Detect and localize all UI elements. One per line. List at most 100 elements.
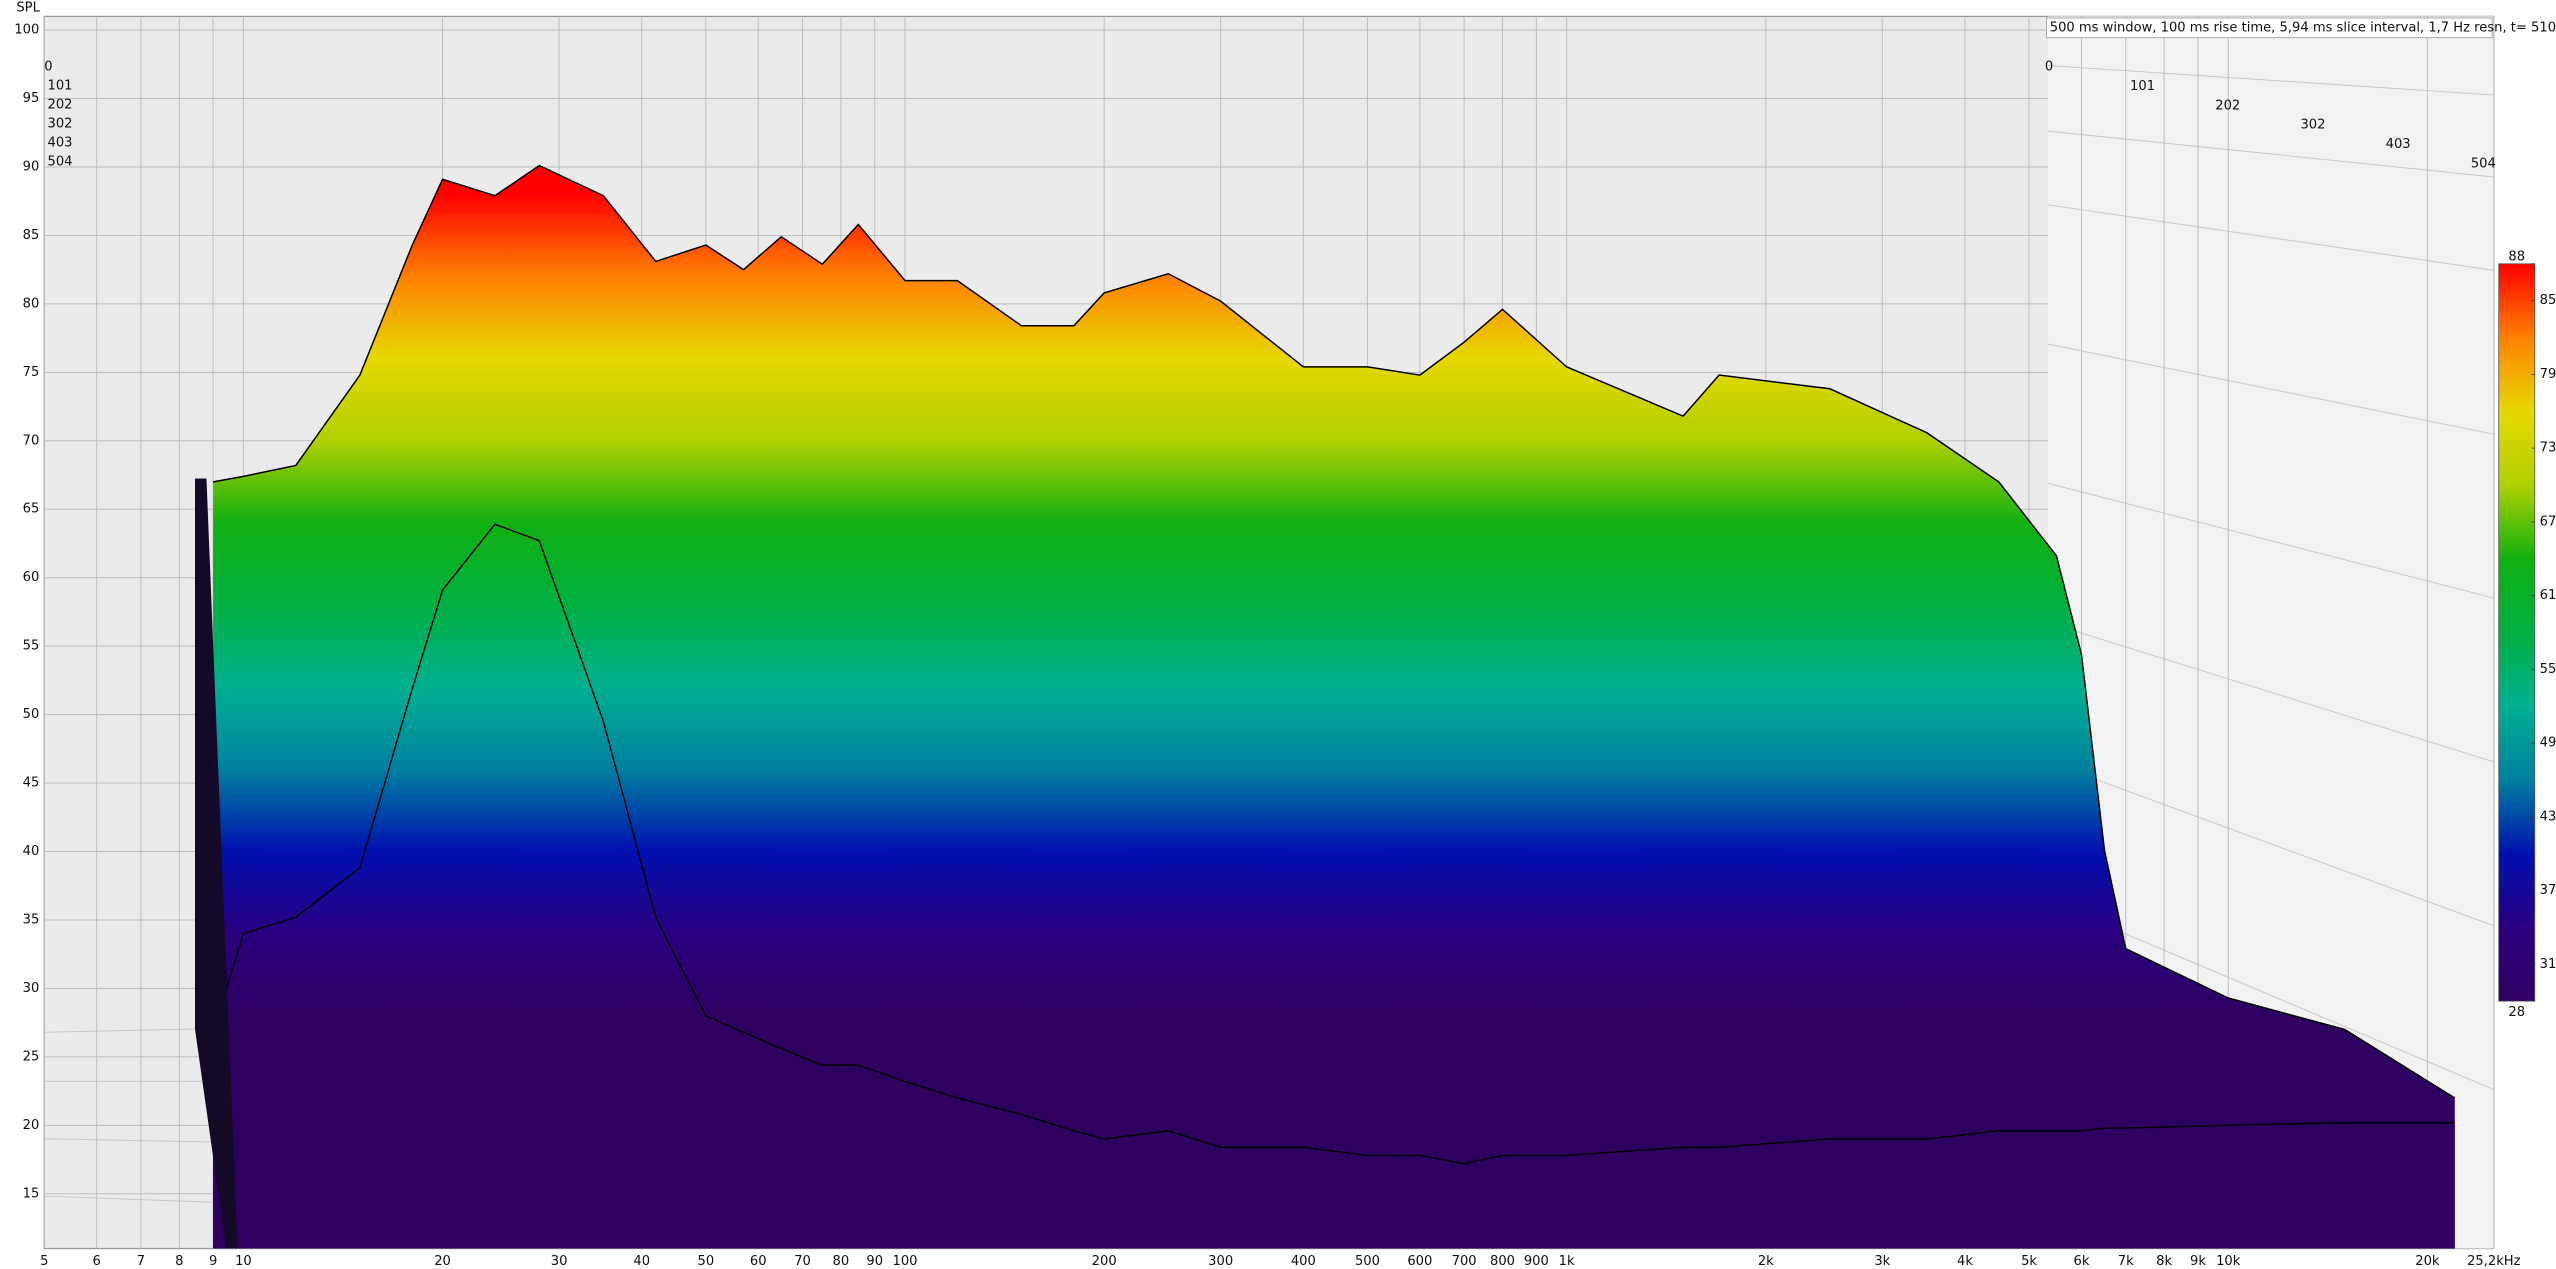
side-wall: [2048, 16, 2494, 1249]
y-tick-label: 80: [23, 296, 40, 311]
colorbar-tick-label: 49: [2540, 736, 2556, 751]
deco-line: [2048, 65, 2494, 96]
x-tick-label: 8: [175, 1254, 183, 1269]
time-tick-label: 504: [48, 155, 73, 170]
x-tick-label: 5: [40, 1254, 48, 1269]
info-box: [2046, 17, 2493, 39]
colorbar-tick-label: 61: [2540, 588, 2556, 603]
deco-line: [44, 1028, 197, 1033]
y-axis-label: SPL: [16, 1, 40, 16]
time-tick-label: 0: [44, 60, 52, 75]
y-tick-label: 75: [23, 365, 40, 380]
y-tick-label: 55: [23, 639, 40, 654]
time-tick-label: 202: [48, 98, 73, 113]
colorbar-tick-label: 55: [2540, 662, 2556, 677]
x-tick-label: 10k: [2216, 1254, 2241, 1269]
x-tick-label: 800: [1490, 1254, 1515, 1269]
x-tick-label: 80: [833, 1254, 850, 1269]
y-tick-label: 65: [23, 502, 40, 517]
y-tick-label: 35: [23, 912, 40, 927]
time-tick-label: 302: [2300, 118, 2325, 133]
surface: [212, 164, 2456, 1249]
y-tick-label: 15: [23, 1186, 40, 1201]
colorbar-tick-label: 88: [2508, 250, 2525, 265]
y-tick-label: 45: [23, 776, 40, 791]
x-tick-label: 3k: [1874, 1254, 1890, 1269]
x-tick-label: 1k: [1559, 1254, 1575, 1269]
colorbar: 28 31 37 43 49 55 61 67 73 79 85 88: [2498, 250, 2556, 1020]
surface-slice: [213, 165, 2455, 1249]
x-tick-label: 20k: [2415, 1254, 2440, 1269]
time-tick-label: 302: [48, 117, 73, 132]
y-tick-label: 30: [23, 981, 40, 996]
colorbar-tick-label: 28: [2508, 1005, 2525, 1020]
x-tick-label: 6k: [2073, 1254, 2089, 1269]
time-tick-label: 202: [2215, 98, 2240, 113]
x-tick-label: 2k: [1758, 1254, 1774, 1269]
y-tick-label: 50: [23, 707, 40, 722]
x-tick-label: 8k: [2156, 1254, 2172, 1269]
colorbar-tick-label: 79: [2540, 367, 2556, 382]
x-tick-label: 200: [1092, 1254, 1117, 1269]
slice-line: [212, 164, 2456, 1099]
x-tick-label: 25,2kHz: [2467, 1254, 2521, 1269]
colorbar-scale: [2498, 263, 2536, 1002]
colorbar-tick-label: 37: [2540, 883, 2556, 898]
surface-slice: [213, 524, 2455, 1249]
info-text: 500 ms window, 100 ms rise time, 5,94 ms…: [2050, 20, 2556, 35]
colorbar-tick-label: 43: [2540, 809, 2556, 824]
x-tick-label: 20: [434, 1254, 451, 1269]
deco-line: [2047, 622, 2494, 763]
colorbar-tick-label: 85: [2540, 293, 2556, 308]
time-tick-label: 403: [48, 136, 73, 151]
x-tick-label: 100: [893, 1254, 918, 1269]
x-tick-label: 700: [1452, 1254, 1477, 1269]
x-tick-label: 500: [1355, 1254, 1380, 1269]
slice-line: [212, 523, 2455, 1165]
colorbar-tick-label: 31: [2540, 957, 2556, 972]
perspective-lines: [44, 65, 2494, 1204]
y-tick-label: 40: [23, 844, 40, 859]
x-tick-label: 9k: [2190, 1254, 2206, 1269]
y-tick-label: 60: [23, 570, 40, 585]
x-tick-label: 6: [92, 1254, 100, 1269]
deco-line: [44, 1138, 214, 1143]
x-tick-label: 10: [235, 1254, 252, 1269]
surface-edge: [194, 478, 238, 1249]
deco-line: [2048, 482, 2494, 599]
x-tick-label: 30: [551, 1254, 568, 1269]
x-tick-label: 70: [794, 1254, 811, 1269]
x-tick-label: 50: [698, 1254, 715, 1269]
time-tick-label: 101: [2130, 79, 2155, 94]
colorbar-tick-label: 67: [2540, 514, 2556, 529]
x-tick-label: 4k: [1957, 1254, 1973, 1269]
x-tick-label: 9: [209, 1254, 217, 1269]
time-tick-label: 101: [48, 79, 73, 94]
time-tick-label: 0: [2045, 60, 2053, 75]
deco-line: [2047, 761, 2494, 927]
x-tick-label: 5k: [2021, 1254, 2037, 1269]
y-tick-label: 70: [23, 433, 40, 448]
time-tick-label: 403: [2386, 137, 2411, 152]
deco-line: [2048, 130, 2494, 178]
y-tick-label: 20: [23, 1118, 40, 1133]
x-tick-label: 7: [137, 1254, 145, 1269]
y-tick-label: 95: [23, 91, 40, 106]
x-tick-label: 900: [1524, 1254, 1549, 1269]
y-tick-label: 90: [23, 159, 40, 174]
deco-line: [2048, 343, 2494, 435]
deco-line: [2048, 204, 2494, 271]
x-tick-label: 300: [1208, 1254, 1233, 1269]
y-tick-label: 100: [14, 23, 39, 38]
x-tick-label: 40: [633, 1254, 650, 1269]
x-tick-label: 400: [1291, 1254, 1316, 1269]
x-tick-label: 90: [866, 1254, 883, 1269]
x-tick-label: 600: [1407, 1254, 1432, 1269]
x-tick-label: 7k: [2118, 1254, 2134, 1269]
colorbar-tick-label: 73: [2540, 441, 2556, 456]
x-tick-label: 60: [750, 1254, 767, 1269]
